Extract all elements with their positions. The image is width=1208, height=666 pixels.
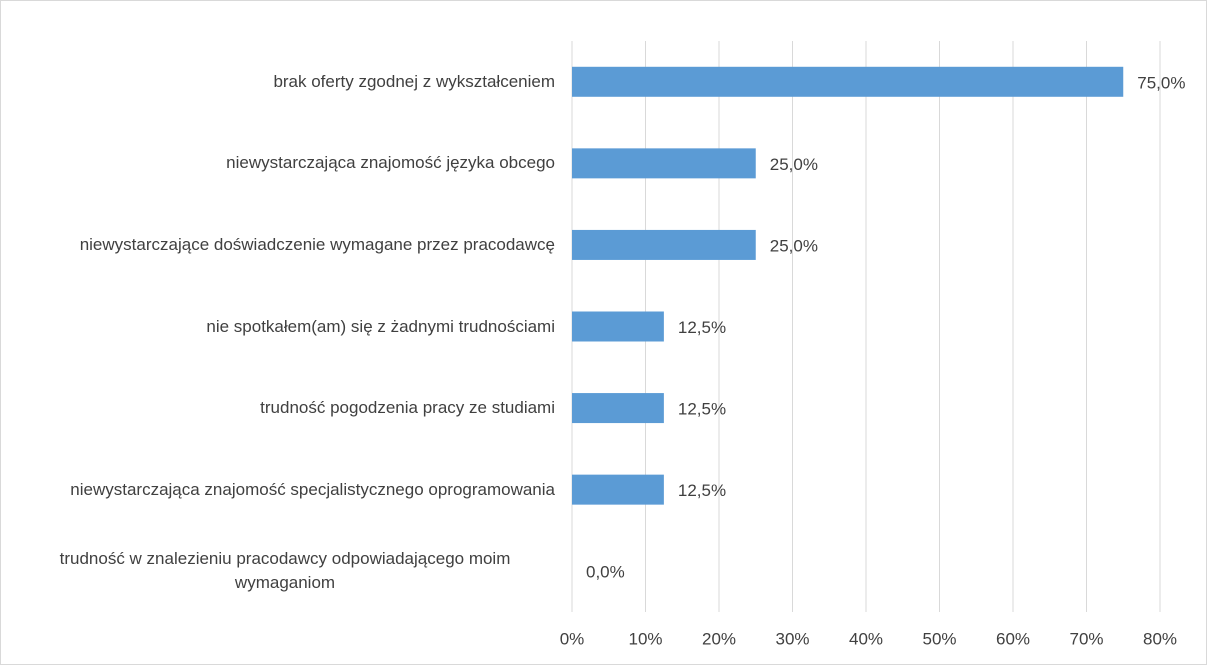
category-label-box: niewystarczająca znajomość specjalistycz… bbox=[15, 455, 555, 525]
value-label: 25,0% bbox=[770, 236, 818, 255]
x-tick-label: 70% bbox=[1069, 629, 1103, 648]
bar bbox=[572, 66, 1124, 97]
y-tick-label: brak oferty zgodnej z wykształceniem bbox=[273, 71, 555, 91]
y-tick-label: niewystarczająca znajomość języka obcego bbox=[226, 153, 555, 173]
x-tick-label: 50% bbox=[922, 629, 956, 648]
category-label-box: trudność w znalezieniu pracodawcy odpowi… bbox=[15, 536, 555, 606]
y-tick-label: niewystarczające doświadczenie wymagane … bbox=[79, 234, 555, 254]
category-label-box: brak oferty zgodnej z wykształceniem bbox=[15, 47, 555, 117]
category-label-box: niewystarczająca znajomość języka obcego bbox=[15, 128, 555, 198]
y-tick-label: niewystarczająca znajomość specjalistycz… bbox=[70, 479, 555, 499]
bar bbox=[572, 148, 756, 179]
value-label: 12,5% bbox=[678, 481, 726, 500]
bar bbox=[572, 311, 664, 342]
y-tick-label: trudność w znalezieniu pracodawcy odpowi… bbox=[59, 549, 511, 593]
category-label-box: nie spotkałem(am) się z żadnymi trudnośc… bbox=[15, 292, 555, 362]
category-label-box: trudność pogodzenia pracy ze studiami bbox=[15, 373, 555, 443]
x-tick-label: 0% bbox=[560, 629, 585, 648]
x-tick-label: 10% bbox=[628, 629, 662, 648]
value-label: 75,0% bbox=[1137, 73, 1185, 92]
x-tick-label: 20% bbox=[702, 629, 736, 648]
y-tick-label: nie spotkałem(am) się z żadnymi trudnośc… bbox=[206, 316, 555, 336]
bar bbox=[572, 229, 756, 260]
y-tick-label: trudność pogodzenia pracy ze studiami bbox=[260, 398, 555, 418]
category-label-box: niewystarczające doświadczenie wymagane … bbox=[15, 210, 555, 280]
x-tick-label: 80% bbox=[1143, 629, 1177, 648]
value-label: 25,0% bbox=[770, 155, 818, 174]
bar bbox=[572, 393, 664, 424]
x-tick-label: 40% bbox=[849, 629, 883, 648]
value-label: 12,5% bbox=[678, 318, 726, 337]
value-label: 0,0% bbox=[586, 563, 625, 582]
value-label: 12,5% bbox=[678, 400, 726, 419]
x-tick-label: 30% bbox=[775, 629, 809, 648]
bar bbox=[572, 474, 664, 505]
x-tick-label: 60% bbox=[996, 629, 1030, 648]
